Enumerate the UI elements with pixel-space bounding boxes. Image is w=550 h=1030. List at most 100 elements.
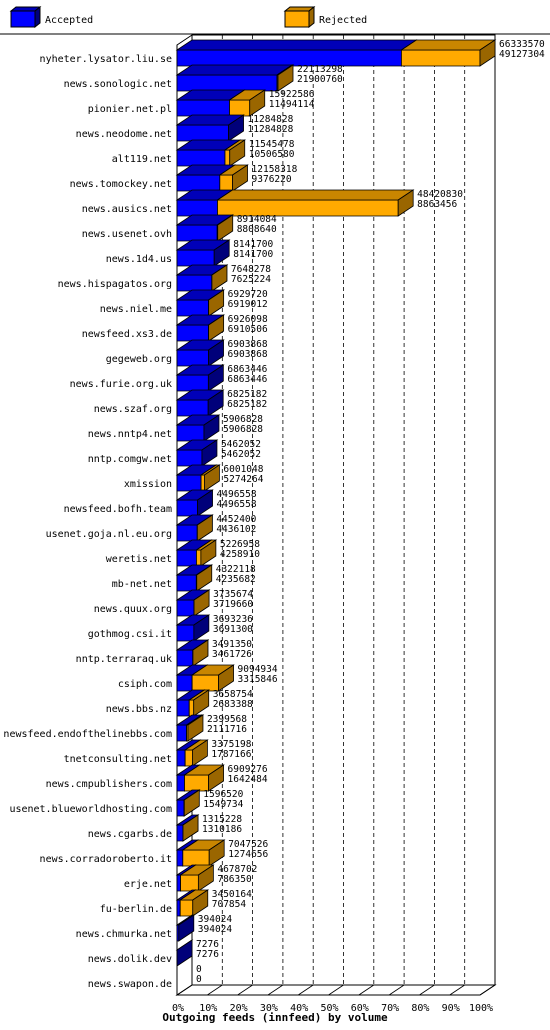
bar-accepted-front: [176, 824, 184, 842]
bar-accepted-front: [176, 174, 221, 192]
bar-accepted-front: [176, 474, 202, 492]
value-label-total: 22113298: [297, 64, 343, 75]
site-label: erje.net: [124, 879, 172, 890]
bar-rejected-front: [180, 874, 199, 892]
site-label: gothmog.csi.it: [88, 629, 172, 640]
bar-rejected-front: [401, 49, 481, 67]
bar-rejected-side: [187, 714, 204, 742]
value-label-accepted: 4496558: [217, 499, 257, 510]
x-tick-label: 0%: [172, 1003, 184, 1014]
bar-rejected-side: [204, 464, 220, 492]
value-label-total: 7276: [196, 939, 219, 950]
x-tick-label: 10%: [199, 1003, 217, 1014]
bar-accepted-front: [176, 449, 203, 467]
bar-rejected-top: [400, 39, 497, 51]
site-label: news.furie.org.uk: [70, 379, 172, 390]
bar-rejected-side: [229, 139, 246, 167]
value-label-accepted: 4436102: [216, 524, 256, 535]
value-label-total: 5226958: [220, 539, 260, 550]
bar-rejected-side: [193, 589, 210, 617]
bar-accepted-side: [207, 389, 224, 417]
value-label-accepted: 3461726: [212, 649, 252, 660]
value-label-accepted: 8808640: [237, 224, 277, 235]
value-label-total: 11284828: [248, 114, 294, 125]
site-label: weretis.net: [106, 554, 172, 565]
value-label-total: 3693236: [213, 614, 253, 625]
bar-accepted-front: [176, 674, 193, 692]
bar-rejected-side: [211, 264, 228, 292]
bar-accepted-front: [176, 574, 197, 592]
value-label-total: 3491350: [212, 639, 252, 650]
bar-accepted-front: [176, 349, 209, 367]
value-label-accepted: 2683388: [213, 699, 253, 710]
value-label-accepted: 7276: [196, 949, 219, 960]
bar-rejected-front: [219, 174, 233, 192]
bar-accepted-front: [176, 74, 278, 92]
site-label: news.ausics.net: [82, 204, 172, 215]
bar-rejected-side: [277, 64, 294, 92]
floor-tick-line: [207, 984, 223, 996]
floor-tick-line: [297, 984, 314, 996]
site-label: tnetconsulting.net: [64, 754, 172, 765]
value-label-accepted: 3719660: [213, 599, 253, 610]
bar-rejected-side: [196, 564, 213, 592]
bar-rejected-side: [208, 289, 225, 317]
legend-swatch-accepted: [10, 10, 36, 28]
site-label: news.nntp4.net: [88, 429, 172, 440]
x-tick-label: 90%: [442, 1003, 460, 1014]
site-label: mb-net.net: [112, 579, 172, 590]
plot-area: 0% 10% 20% 30% 40% 50% 60% 70% 80% 90% 100% nyheter…: [3, 34, 545, 1014]
site-label: gegeweb.org: [106, 354, 172, 365]
x-tick-label: 100%: [469, 1003, 493, 1014]
value-label-accepted: 1787166: [211, 749, 251, 760]
value-label-total: 11545478: [249, 139, 295, 150]
bar-accepted-front: [176, 624, 195, 642]
bar-accepted-front: [176, 49, 402, 67]
bar-accepted-side: [203, 414, 220, 442]
legend-label-rejected: Rejected: [319, 15, 367, 26]
site-label: alt119.net: [112, 154, 172, 165]
value-label-total: 15922586: [269, 89, 315, 100]
site-label: nntp.comgw.net: [88, 454, 172, 465]
value-label-accepted: 6825182: [227, 399, 267, 410]
site-label: news.niel.me: [100, 304, 172, 315]
site-label: nntp.terraraq.uk: [76, 654, 172, 665]
bar-rejected-side: [196, 514, 213, 542]
bar-accepted-front: [176, 499, 198, 517]
value-label-total: 6825182: [227, 389, 267, 400]
value-label-accepted: 394024: [198, 924, 233, 935]
bar-rejected-front: [184, 749, 193, 767]
value-label-accepted: 7625224: [231, 274, 271, 285]
site-label: nyheter.lysator.liu.se: [40, 54, 172, 65]
site-label: news.szaf.org: [94, 404, 172, 415]
value-label-total: 4452400: [216, 514, 256, 525]
x-tick-label: 30%: [260, 1003, 278, 1014]
value-label-accepted: 1310186: [202, 824, 242, 835]
value-label-total: 6903868: [228, 339, 268, 350]
site-label: news.usenet.ovh: [82, 229, 172, 240]
value-label-accepted: 0: [196, 974, 202, 985]
value-label-accepted: 5274264: [223, 474, 263, 485]
value-label-accepted: 5462052: [221, 449, 261, 460]
value-label-total: 7648278: [231, 264, 271, 275]
bar-accepted-front: [176, 749, 186, 767]
value-label-total: 4496558: [217, 489, 257, 500]
value-label-accepted: 3691300: [213, 624, 253, 635]
value-label-total: 12158318: [252, 164, 298, 175]
bar-accepted-top: [175, 39, 418, 51]
floor-tick-line: [419, 984, 435, 996]
bar-accepted-front: [176, 99, 230, 117]
value-label-accepted: 4235682: [216, 574, 256, 585]
value-label-total: 3375198: [211, 739, 251, 750]
bar-accepted-side: [178, 914, 195, 942]
bar-accepted-front: [176, 424, 205, 442]
bar-rejected-side: [208, 764, 224, 792]
bar-rejected-front: [182, 849, 210, 867]
value-label-accepted: 2111716: [207, 724, 247, 735]
bar-accepted-side: [193, 614, 210, 642]
site-label: newsfeed.endofthelinebbs.com: [3, 729, 172, 740]
site-label: news.sonologic.net: [64, 79, 172, 90]
value-label-accepted: 6919012: [228, 299, 268, 310]
value-label-total: 48420830: [417, 189, 463, 200]
bar-accepted-front: [176, 849, 184, 867]
